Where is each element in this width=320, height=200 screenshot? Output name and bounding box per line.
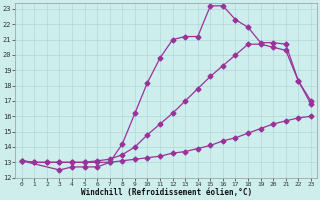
X-axis label: Windchill (Refroidissement éolien,°C): Windchill (Refroidissement éolien,°C)	[81, 188, 252, 197]
